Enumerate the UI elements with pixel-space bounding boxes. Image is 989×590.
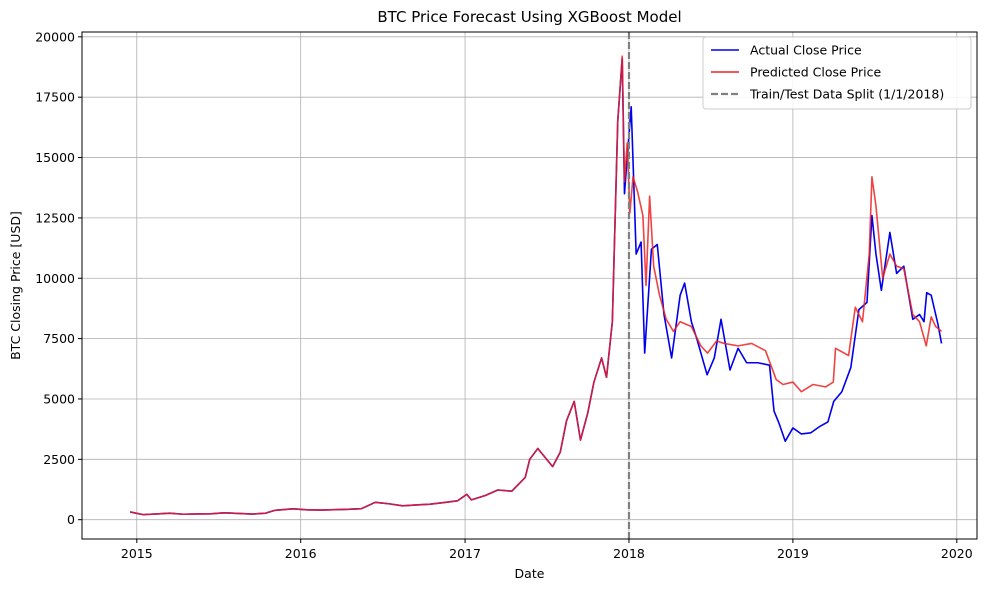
plot-frame (81, 31, 978, 540)
y-tick-label: 10000 (35, 271, 75, 286)
legend-split-label: Train/Test Data Split (1/1/2018) (749, 87, 944, 102)
y-tick-label: 17500 (35, 90, 75, 105)
y-axis-label: BTC Closing Price [USD] (8, 211, 23, 360)
x-tick-label: 2015 (121, 546, 153, 561)
y-tick-label: 15000 (35, 150, 75, 165)
legend-actual-label: Actual Close Price (750, 43, 862, 58)
y-tick-label: 5000 (43, 391, 75, 406)
grid (82, 32, 977, 539)
legend: Actual Close Price Predicted Close Price T… (702, 36, 972, 110)
series-line-predicted (129, 55, 943, 516)
y-tick-label: 20000 (35, 29, 75, 44)
y-tick-label: 7500 (43, 331, 75, 346)
y-tick-label: 0 (67, 512, 75, 527)
y-tick-label: 2500 (43, 452, 75, 467)
x-axis: 2015 2016 2017 2018 2019 2020 (121, 539, 973, 561)
x-tick-label: 2016 (285, 546, 317, 561)
chart-title: BTC Price Forecast Using XGBoost Model (377, 8, 681, 26)
x-axis-label: Date (515, 566, 545, 581)
legend-predicted-label: Predicted Close Price (750, 65, 881, 80)
series-layer (129, 55, 943, 516)
y-tick-label: 12500 (35, 210, 75, 225)
x-tick-label: 2020 (941, 546, 973, 561)
x-tick-label: 2018 (613, 546, 645, 561)
legend-box (702, 36, 972, 110)
y-axis: 0 2500 5000 7500 10000 12500 15000 17500 20000 (35, 29, 82, 527)
x-tick-label: 2019 (777, 546, 809, 561)
x-tick-label: 2017 (449, 546, 481, 561)
